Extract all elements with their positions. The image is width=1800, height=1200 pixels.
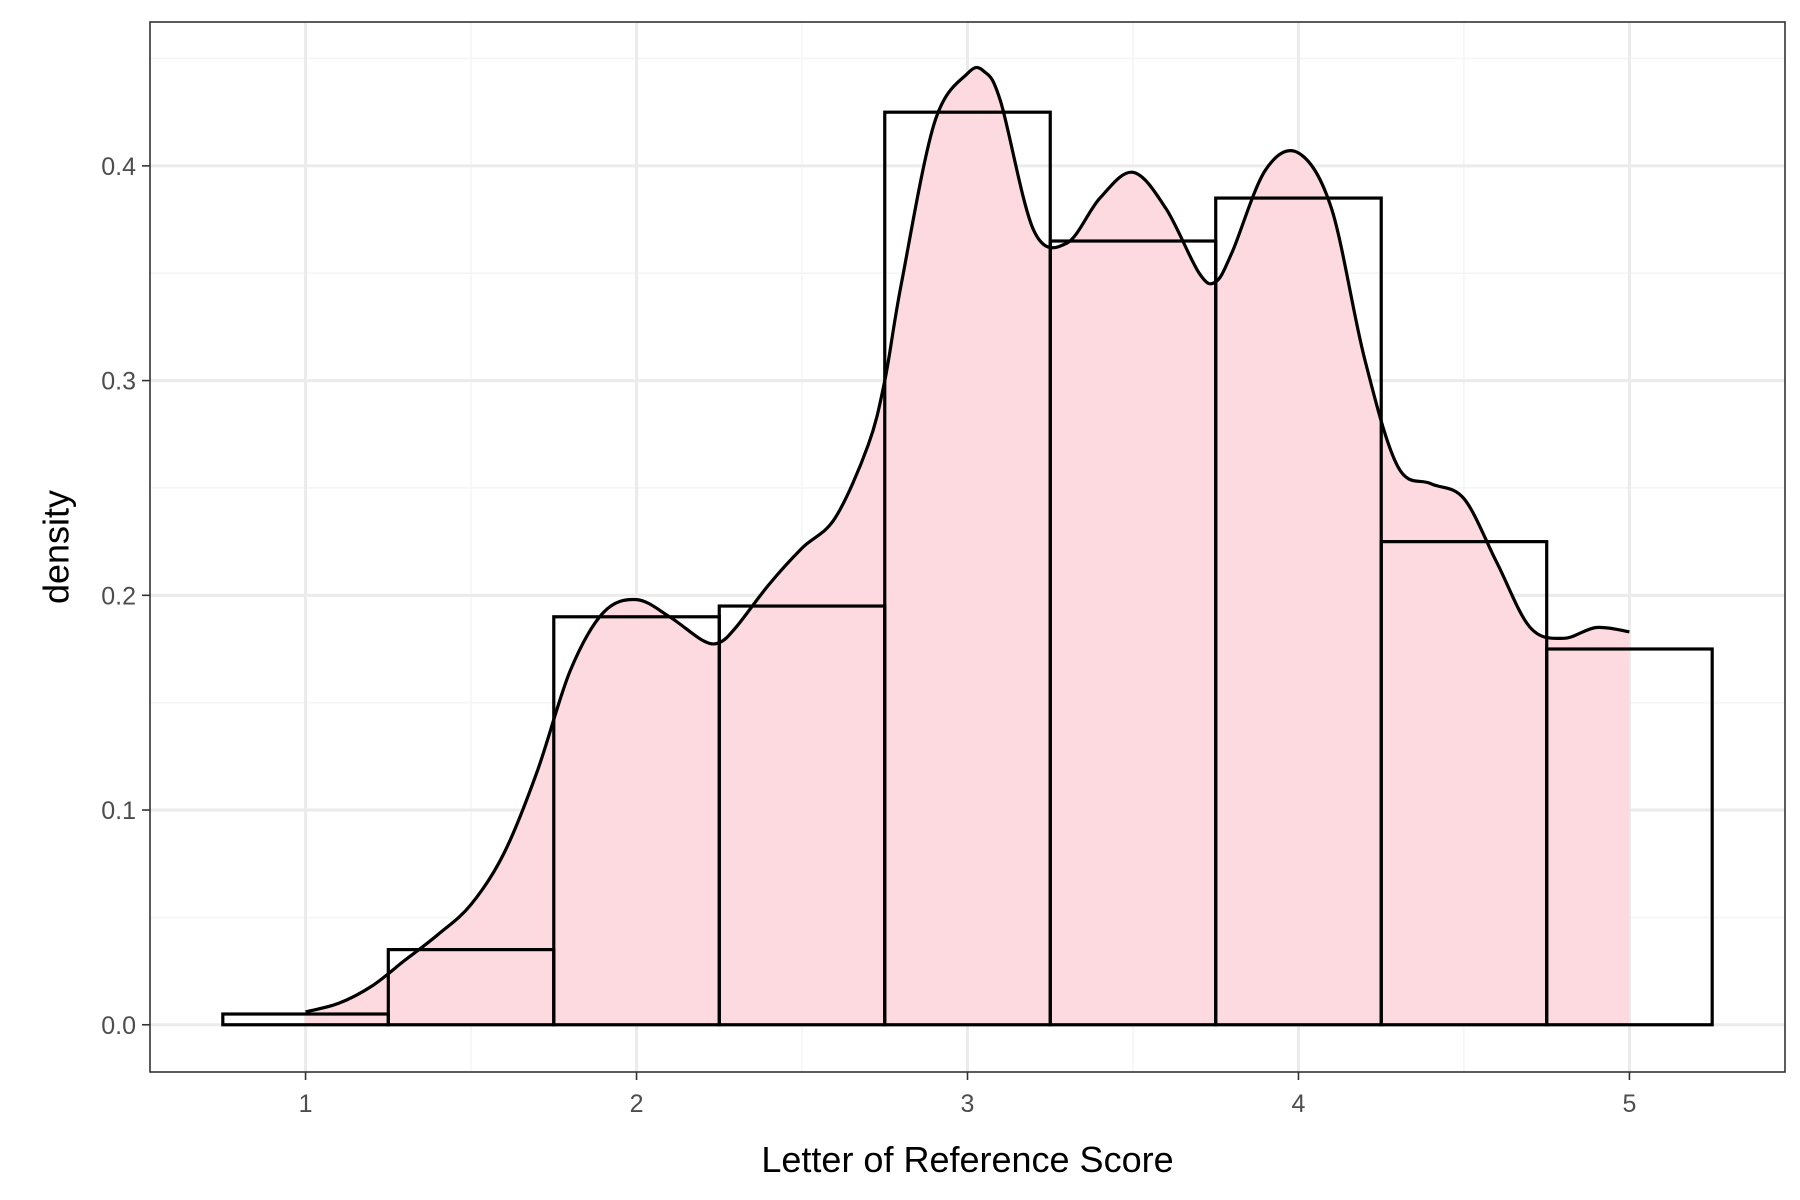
x-tick-label: 5 <box>1622 1090 1636 1118</box>
y-tick-label: 0.4 <box>101 153 136 181</box>
density-curve <box>305 65 1630 1014</box>
x-axis-title: Letter of Reference Score <box>761 1139 1173 1180</box>
y-tick-label: 0.2 <box>101 582 136 610</box>
histogram-bars <box>221 110 1714 1027</box>
x-tick-label: 4 <box>1292 1090 1306 1118</box>
y-tick-label: 0.1 <box>101 797 136 825</box>
y-tick-label: 0.3 <box>101 368 136 396</box>
histogram-bar <box>1545 647 1714 1027</box>
y-axis-title: density <box>36 490 77 604</box>
y-tick-label: 0.0 <box>101 1012 136 1040</box>
x-tick-label: 2 <box>630 1090 644 1118</box>
y-axis: 0.0 0.1 0.2 0.3 0.4 <box>101 153 150 1040</box>
density-area <box>305 67 1630 1025</box>
x-axis: 1 2 3 4 5 <box>299 1072 1636 1118</box>
x-tick-label: 3 <box>961 1090 975 1118</box>
x-tick-label: 1 <box>299 1090 313 1118</box>
